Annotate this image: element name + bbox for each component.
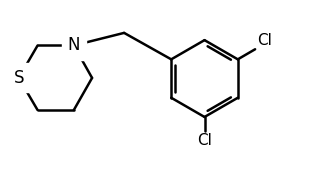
Text: Cl: Cl: [257, 33, 272, 48]
Text: Cl: Cl: [197, 133, 212, 148]
Text: S: S: [14, 69, 24, 87]
Text: N: N: [68, 36, 80, 55]
